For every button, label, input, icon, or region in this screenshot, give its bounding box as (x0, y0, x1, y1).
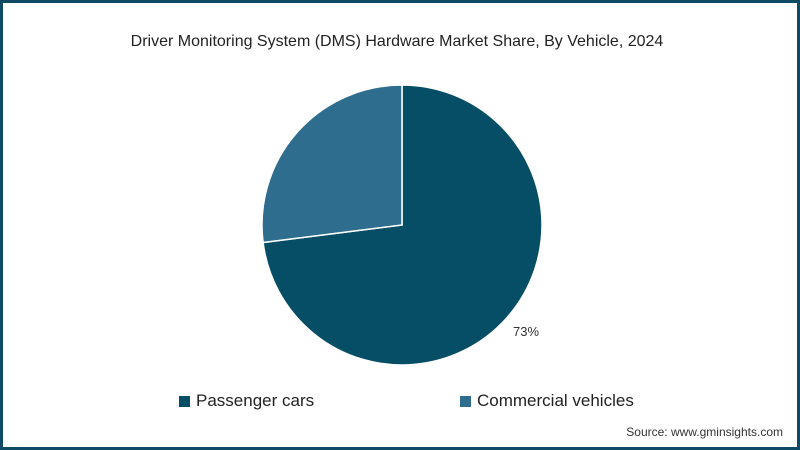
chart-title: Driver Monitoring System (DMS) Hardware … (130, 33, 664, 50)
legend-swatch-commercial-vehicles (460, 395, 471, 407)
slice-label-passenger-cars: 73% (513, 324, 539, 339)
legend-label: Commercial vehicles (477, 391, 634, 410)
legend-swatch-passenger-cars (179, 395, 190, 407)
legend-item-passenger-cars[interactable]: Passenger cars (179, 391, 314, 411)
source-note: Source: www.gminsights.com (626, 425, 783, 439)
legend-item-commercial-vehicles[interactable]: Commercial vehicles (460, 391, 634, 411)
legend-label: Passenger cars (196, 391, 315, 410)
pie-slice-commercial-vehicles[interactable] (261, 84, 403, 244)
